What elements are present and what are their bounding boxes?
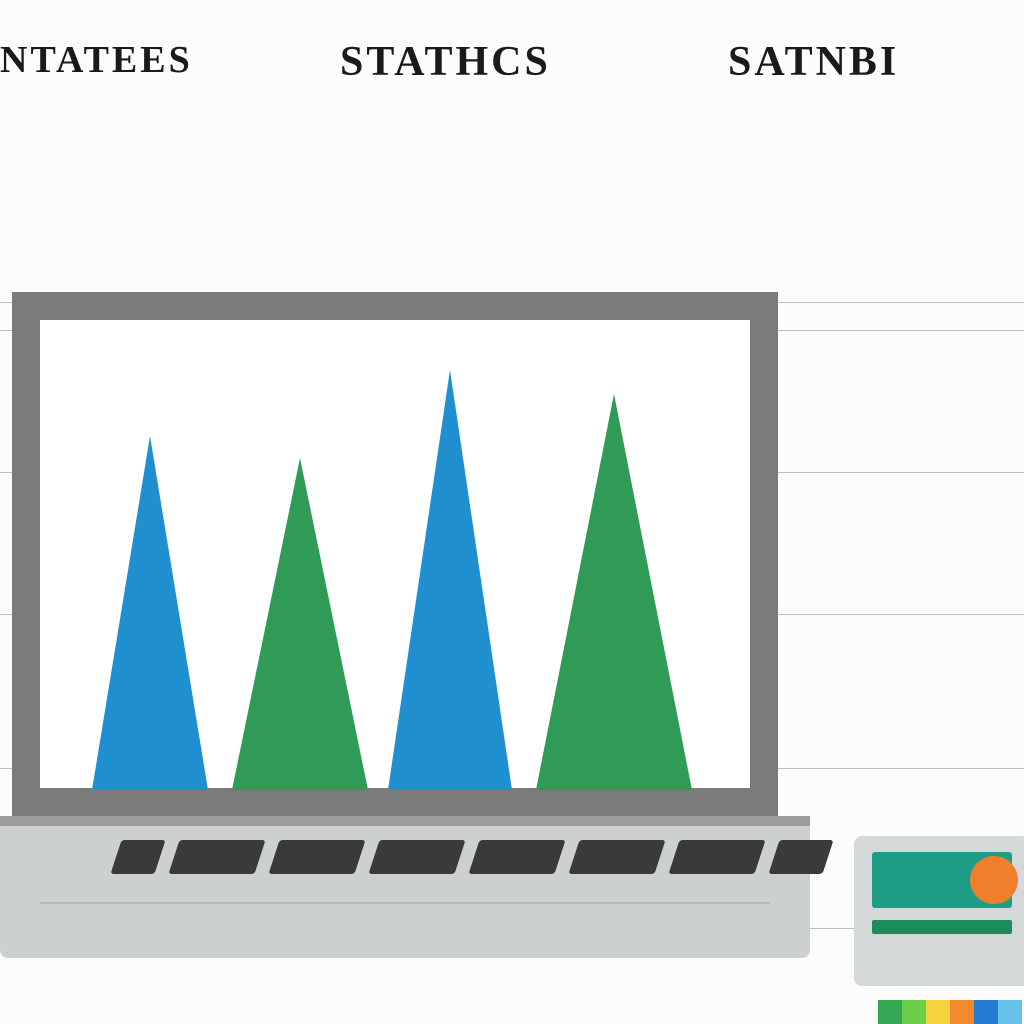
sun-icon bbox=[970, 856, 1018, 904]
chart-spike bbox=[92, 436, 208, 790]
nav-item-2[interactable]: STATHCS bbox=[340, 38, 551, 86]
keyboard-key bbox=[110, 840, 165, 874]
keyboard-key bbox=[668, 840, 765, 874]
keyboard-row bbox=[110, 840, 833, 874]
chart-spike bbox=[536, 394, 692, 790]
keyboard-key bbox=[468, 840, 565, 874]
keyboard-key bbox=[268, 840, 365, 874]
keyboard-key bbox=[168, 840, 265, 874]
laptop-hinge bbox=[0, 816, 810, 826]
keyboard-key bbox=[768, 840, 833, 874]
nav-item-3[interactable]: SATNBI bbox=[728, 38, 899, 86]
nav-item-1[interactable]: NTATEES bbox=[0, 38, 193, 82]
palette-swatch bbox=[926, 1000, 950, 1024]
keyboard-key bbox=[368, 840, 465, 874]
chart-spike bbox=[388, 370, 512, 790]
palette-swatch bbox=[974, 1000, 998, 1024]
keyboard-key bbox=[568, 840, 665, 874]
chart-spike bbox=[232, 458, 368, 790]
trackpad-divider bbox=[40, 902, 770, 904]
laptop-deck bbox=[0, 818, 810, 958]
mini-widget bbox=[854, 836, 1024, 986]
palette-swatch bbox=[950, 1000, 974, 1024]
palette-swatch bbox=[998, 1000, 1022, 1024]
palette-swatch bbox=[902, 1000, 926, 1024]
palette-swatch bbox=[878, 1000, 902, 1024]
mini-widget-panel bbox=[872, 852, 1012, 908]
color-palette bbox=[878, 1000, 1022, 1024]
mini-widget-bar bbox=[872, 920, 1012, 934]
